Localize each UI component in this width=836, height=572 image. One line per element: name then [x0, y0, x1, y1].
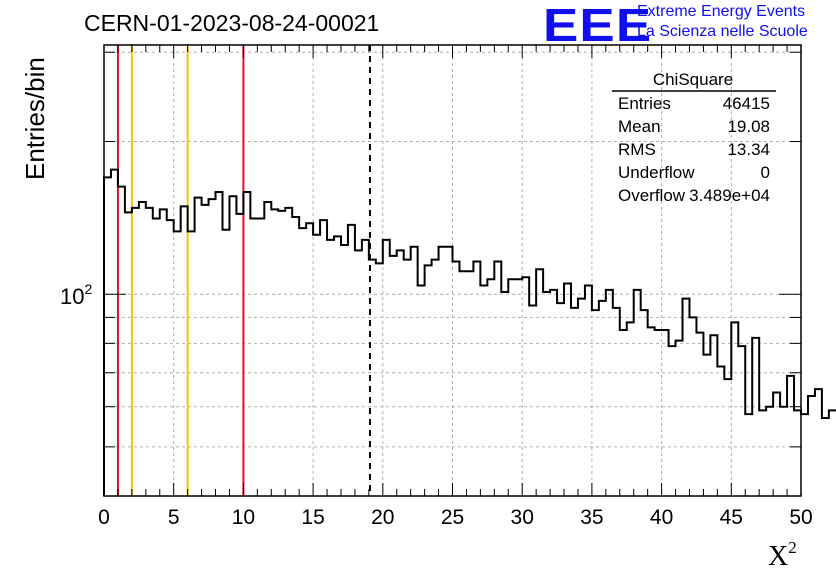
- logo-line-1: Extreme Energy Events: [637, 3, 806, 20]
- marker-lines: [116, 45, 371, 496]
- x-tick-label: 45: [720, 506, 743, 529]
- stats-value: 0: [761, 163, 770, 182]
- stats-label: Mean: [618, 117, 661, 136]
- x-tick-label: 0: [98, 506, 110, 529]
- stats-value: 3.489e+04: [689, 186, 770, 205]
- grid-layer: [103, 45, 802, 496]
- x-tick-label: 15: [301, 506, 324, 529]
- stats-label: RMS: [618, 140, 656, 159]
- x-tick-label: 5: [168, 506, 180, 529]
- stats-box: ChiSquare Entries 46415 Mean 19.08 RMS 13.34 Un…: [612, 70, 776, 205]
- x-tick-label: 50: [789, 506, 812, 529]
- stats-value: 19.08: [727, 117, 770, 136]
- x-tick-label: 35: [580, 506, 603, 529]
- stats-label: Entries: [618, 94, 671, 113]
- x-tick-label: 30: [511, 506, 534, 529]
- stats-title: ChiSquare: [653, 70, 733, 89]
- x-axis-label: X2: [768, 538, 797, 572]
- x-tick-label: 10: [232, 506, 255, 529]
- y-tick-label: 102: [60, 281, 92, 309]
- stats-label: Overflow: [618, 186, 686, 205]
- x-tick-label: 20: [371, 506, 394, 529]
- stats-label: Underflow: [618, 163, 695, 182]
- stats-value: 13.34: [727, 140, 770, 159]
- axis-ticks: 0 5 10 15 20 25 30 35 40 45 50 102 X2: [60, 45, 813, 572]
- logo-line-2: La Scienza nelle Scuole: [637, 23, 808, 40]
- chart-title: CERN-01-2023-08-24-00021: [84, 10, 380, 36]
- stats-value: 46415: [723, 94, 770, 113]
- x-tick-label: 40: [650, 506, 673, 529]
- y-axis-label: Entries/bin: [20, 57, 50, 180]
- x-tick-label: 25: [441, 506, 464, 529]
- eee-logo: EEE: [543, 0, 653, 51]
